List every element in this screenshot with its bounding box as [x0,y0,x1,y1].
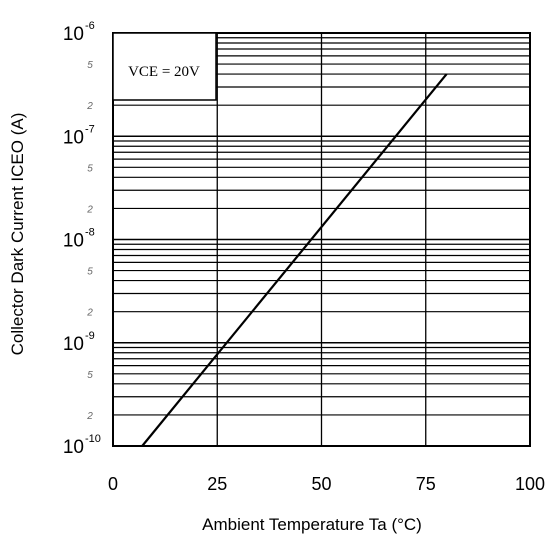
plot-frame [112,32,531,447]
minor-tick-label: 5 [87,163,93,174]
x-tick-label: 25 [207,474,227,494]
y-tick-label: 10 [63,231,84,252]
y-axis-title: Collector Dark Current ICEO (A) [8,113,27,356]
x-axis-title: Ambient Temperature Ta (°C) [202,515,422,534]
legend-background [112,32,217,101]
y-tick-labels: 10-610-710-810-910-10 [63,20,101,458]
x-tick-label: 50 [311,474,331,494]
x-tick-label: 100 [515,474,545,494]
x-tick-label: 75 [416,474,436,494]
y-tick-exponent: -7 [85,123,95,135]
x-tick-label: 0 [108,474,118,494]
y-tick-exponent: -9 [85,330,95,342]
condition-legend: VCE = 20V [112,32,217,101]
y-tick-label: 10 [63,334,84,355]
minor-tick-label: 5 [87,267,93,278]
y-tick-exponent: -8 [85,227,95,239]
minor-tick-labels: 5 2 5 2 5 2 5 2 [86,60,93,422]
series-line [141,73,448,447]
minor-tick-label: 5 [87,60,93,71]
minor-tick-label: 2 [86,411,93,422]
minor-tick-label: 5 [87,370,93,381]
y-tick-exponent: -6 [85,20,95,32]
x-tick-labels: 0 25 50 75 100 [108,474,545,494]
condition-label: VCE = 20V [128,64,200,80]
minor-tick-label: 2 [86,308,93,319]
y-tick-label: 10 [63,24,84,45]
y-tick-label: 10 [63,437,84,458]
y-tick-exponent: -10 [85,433,101,445]
minor-tick-label: 2 [86,101,93,112]
y-tick-label: 10 [63,127,84,148]
series-group [141,73,448,447]
minor-tick-label: 2 [86,204,93,215]
